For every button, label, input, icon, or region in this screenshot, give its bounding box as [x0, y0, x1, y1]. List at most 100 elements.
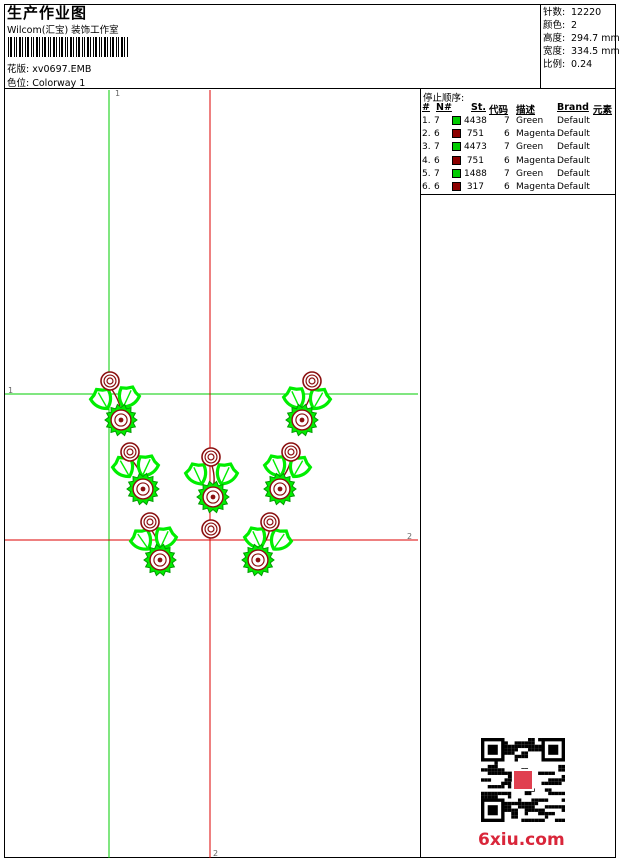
leaf — [110, 455, 135, 479]
col-brand: Brand — [557, 102, 589, 113]
leaf — [88, 387, 113, 411]
flower-center — [140, 486, 146, 492]
row-desc: Magenta — [516, 129, 556, 140]
leaf — [242, 526, 267, 550]
meta-value: 0.24 — [571, 59, 593, 70]
col-needle: N# — [436, 102, 452, 113]
spiral-ring — [123, 445, 137, 459]
meta-value: 294.7 mm — [571, 33, 620, 44]
color-swatch — [452, 129, 461, 139]
frame-top — [4, 4, 616, 5]
leaf — [288, 455, 313, 479]
row-desc: Magenta — [516, 182, 556, 192]
row-stitches: 751 — [466, 155, 484, 166]
leaf — [136, 454, 161, 478]
leaf-outline — [242, 526, 267, 550]
company-name: Wilcom(汇宝) 装饰工作室 — [7, 25, 119, 36]
row-stitches: 1488 — [464, 168, 487, 179]
stop-sequence-title: 停止顺序: — [423, 93, 465, 104]
leaf-vein — [291, 391, 300, 407]
guide-label-v1: 1 — [115, 89, 120, 98]
row-desc: Green — [516, 168, 544, 179]
stop-table-header: # N# St. 代码 描述 Brand 元素 — [421, 102, 619, 116]
row-brand: Default — [557, 155, 590, 166]
row-stitches: 4438 — [464, 116, 487, 126]
leaf-vein — [160, 531, 169, 547]
table-row: 5. 7 1488 7 Green Default — [421, 168, 619, 182]
row-index: 1. — [422, 116, 431, 126]
guide-label-h1: 1 — [8, 386, 13, 395]
leaf — [183, 462, 208, 486]
col-index: # — [422, 102, 430, 113]
meta-label: 颜色: — [543, 20, 566, 31]
row-needle: 6 — [434, 182, 440, 192]
design-label: 花版: — [7, 64, 30, 75]
qr-logo — [514, 771, 532, 789]
leaf — [154, 526, 179, 550]
table-row: 2. 6 751 6 Magenta Default — [421, 129, 619, 142]
spiral-core — [207, 453, 215, 461]
flower-center — [118, 417, 124, 423]
meta-label: 比例: — [543, 59, 566, 70]
meta-width: 宽度: 334.5 mm — [543, 45, 620, 58]
spiral-core — [287, 448, 295, 456]
meta-value: 2 — [571, 20, 578, 31]
leaf-outline — [88, 387, 113, 411]
table-row: 4. 6 751 6 Magenta Default — [421, 155, 619, 169]
color-swatch — [452, 182, 461, 191]
flower-center — [299, 417, 305, 423]
spiral-ring — [284, 445, 298, 459]
spiral-ring — [204, 522, 218, 536]
row-brand: Default — [557, 116, 590, 126]
spiral-core — [266, 518, 274, 526]
flower-inner-ring — [273, 482, 287, 496]
leaf-outline — [110, 455, 135, 479]
guide-label-h2: 2 — [407, 532, 412, 541]
leaf-vein — [119, 460, 130, 476]
row-desc: Green — [516, 142, 544, 153]
frame-left — [4, 4, 5, 858]
meta-colors: 颜色: 2 — [543, 19, 577, 32]
spiral-ring — [103, 374, 117, 388]
leaf — [215, 462, 240, 486]
row-index: 6. — [422, 182, 431, 192]
leaf-vein — [221, 467, 230, 483]
color-swatch — [452, 155, 461, 165]
leaf-outline — [136, 454, 161, 478]
row-index: 2. — [422, 129, 431, 140]
spiral-ring — [143, 515, 157, 529]
col-code: 代码 — [489, 105, 509, 116]
row-desc: Magenta — [516, 155, 556, 166]
row-needle: 6 — [434, 155, 440, 166]
color-swatch — [452, 116, 461, 125]
flower-inner-ring — [206, 490, 220, 504]
leaf-vein — [142, 459, 151, 475]
leaf-vein — [274, 533, 285, 548]
frame-right — [615, 4, 616, 858]
page-title: 生产作业图 — [7, 4, 88, 22]
leaf-vein — [252, 531, 261, 547]
colorway-value: Colorway 1 — [32, 78, 86, 89]
row-code: 7 — [504, 116, 510, 126]
meta-label: 针数: — [543, 7, 566, 18]
flower-inner-ring — [295, 413, 309, 427]
spiral-ring — [305, 374, 319, 388]
flower-inner-ring — [153, 553, 167, 567]
spiral-core — [207, 525, 215, 533]
leaf-outline — [262, 454, 287, 478]
flower-inner-ring — [136, 482, 150, 496]
col-stitches: St. — [471, 102, 486, 113]
flower-inner-ring — [114, 413, 128, 427]
table-row: 6. 6 317 6 Magenta Default — [421, 182, 619, 195]
col-desc: 描述 — [516, 105, 536, 116]
flower-center — [157, 557, 163, 563]
design-name: 花版: xv0697.EMB — [7, 61, 91, 75]
table-bottom — [420, 194, 616, 195]
row-index: 4. — [422, 155, 431, 166]
leaf — [269, 527, 294, 551]
meta-scale: 比例: 0.24 — [543, 58, 592, 71]
flower-inner-ring — [251, 553, 265, 567]
row-code: 6 — [504, 129, 510, 140]
frame-bottom — [4, 857, 616, 858]
